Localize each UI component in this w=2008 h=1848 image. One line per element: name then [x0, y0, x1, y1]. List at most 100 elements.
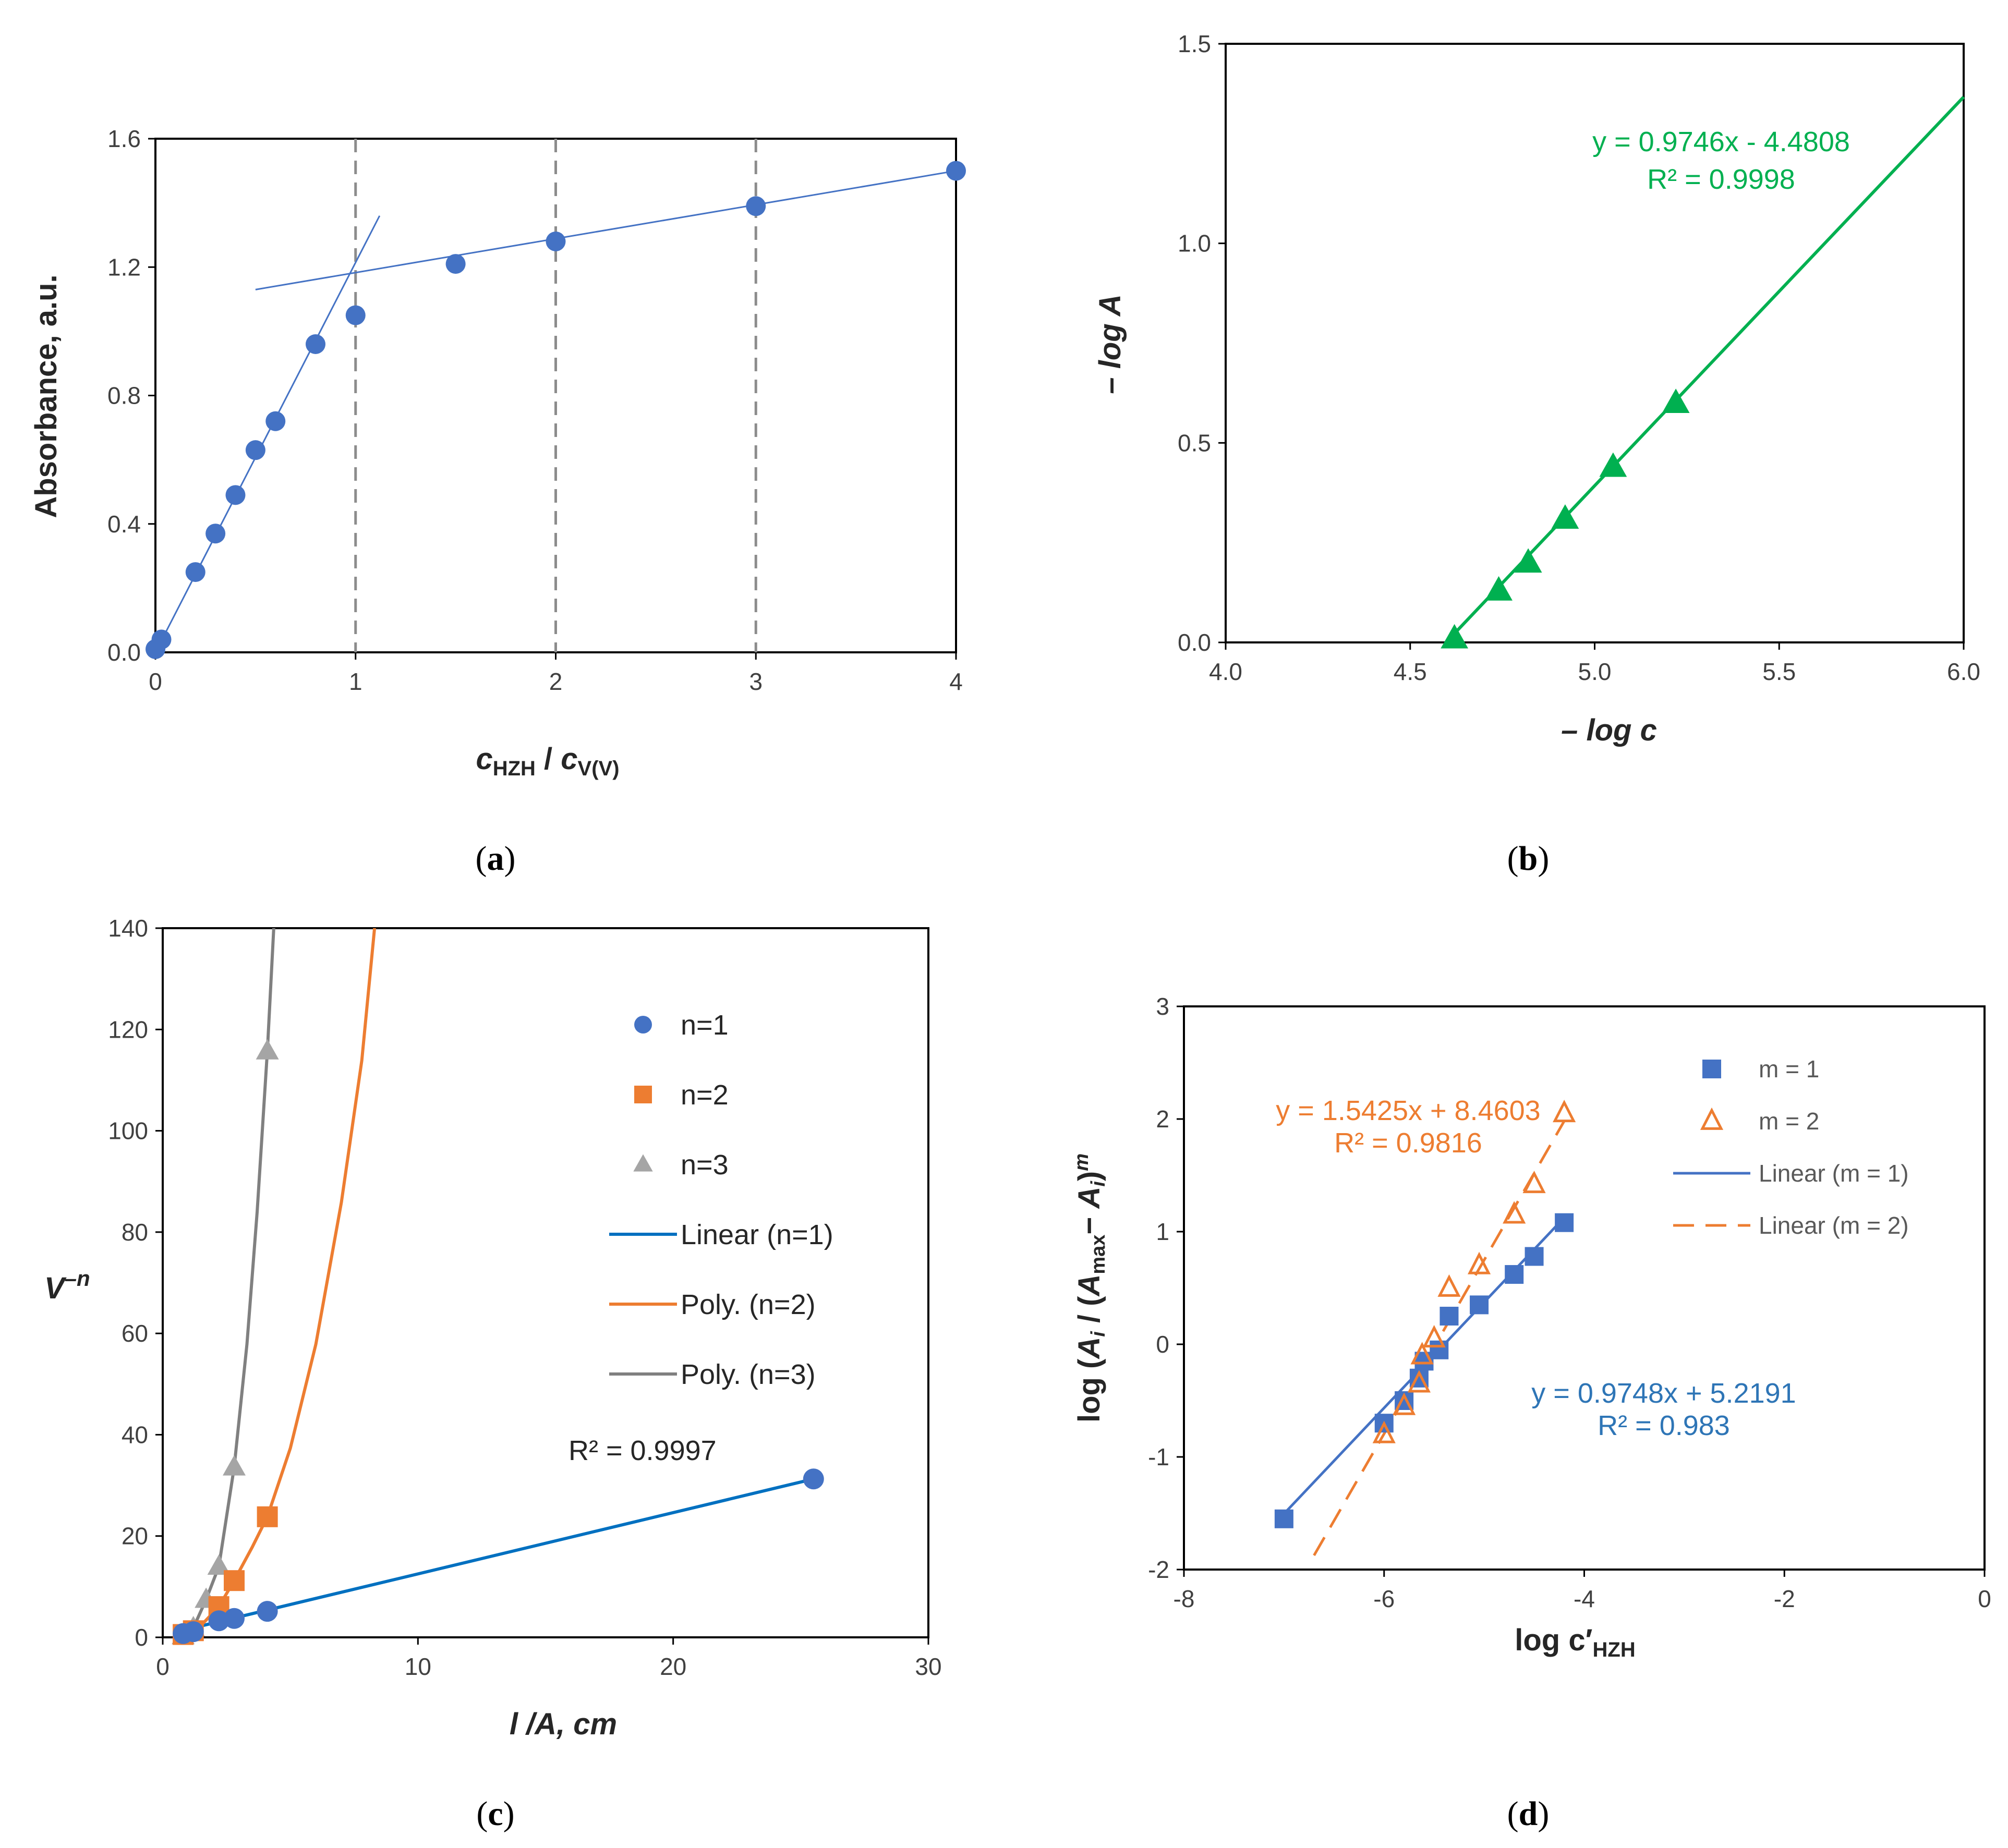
data-point — [257, 1601, 278, 1622]
data-point — [225, 485, 246, 505]
x-tick-label: 1 — [349, 668, 362, 695]
fit-equation-b: y = 0.9746x - 4.4808 — [1592, 126, 1850, 157]
y-tick-label: 0 — [135, 1624, 148, 1651]
panel-label-c: (c) — [476, 1795, 514, 1833]
y-tick-label: 120 — [108, 1016, 148, 1043]
legend-label: Poly. (n=2) — [681, 1289, 816, 1320]
y-tick-label: 0.0 — [1178, 629, 1211, 656]
data-point — [1505, 1265, 1524, 1284]
fit-line — [255, 170, 957, 290]
y-axis-title-b: – log A — [1093, 294, 1127, 394]
fit-r2-b: R² = 0.9998 — [1647, 164, 1795, 195]
data-point — [1430, 1340, 1449, 1359]
legend-marker-swatch — [633, 1154, 653, 1172]
y-tick-label: 0.8 — [107, 382, 141, 409]
panel-label-a: (a) — [476, 840, 516, 878]
fit-equation-d-m2: y = 1.5425x + 8.4603 — [1276, 1095, 1540, 1126]
legend-label: Poly. (n=3) — [681, 1359, 816, 1390]
y-tick-label: 60 — [122, 1320, 148, 1347]
x-tick-label: 0 — [156, 1653, 170, 1680]
data-point — [265, 411, 286, 431]
panel-b: 0.0 0.5 1.0 1.5 4.0 4.5 5.0 5.5 6.0 – log A – l… — [1093, 30, 1980, 878]
y-tick-label: 100 — [108, 1117, 148, 1145]
data-point — [224, 1608, 245, 1629]
x-tick-label: 30 — [915, 1653, 941, 1680]
x-tick-label: 6.0 — [1947, 658, 1980, 685]
data-point — [1372, 1420, 1396, 1443]
data-point — [1274, 1509, 1293, 1528]
y-tick-label: 1 — [1156, 1218, 1169, 1245]
panel-a: 0.0 0.4 0.8 1.2 1.6 0 1 2 3 4 Absorbance, a.u. c… — [29, 125, 966, 878]
y-tick-label: 0.5 — [1178, 429, 1211, 456]
y-tick-label: 1.5 — [1178, 30, 1211, 57]
legend-label: Linear (n=1) — [681, 1219, 833, 1250]
legend-marker-swatch — [634, 1016, 652, 1034]
data-point — [1522, 1171, 1546, 1194]
y-tick-label: 3 — [1156, 993, 1169, 1020]
legend-entry: Linear (m = 1) — [1673, 1160, 1909, 1187]
data-point — [1440, 1307, 1459, 1326]
data-point — [185, 562, 205, 582]
x-axis-title-a: cHZH / cV(V) — [476, 742, 619, 780]
plot-area-c — [162, 927, 929, 1638]
legend-entry: n=2 — [634, 1079, 729, 1111]
y-tick-label: 0 — [1156, 1331, 1169, 1358]
data-point — [257, 1506, 278, 1527]
legend-marker-swatch — [1702, 1060, 1721, 1078]
y-tick-label: -2 — [1148, 1556, 1169, 1583]
x-axis-title-b: – log c — [1561, 713, 1657, 747]
x-tick-label: 2 — [549, 668, 563, 695]
data-point — [256, 1039, 279, 1060]
data-point — [1437, 1274, 1461, 1297]
legend-marker-swatch — [634, 1086, 652, 1103]
y-tick-label: 0.4 — [107, 510, 141, 538]
data-point — [183, 1621, 204, 1643]
legend-label: Linear (m = 2) — [1759, 1212, 1909, 1239]
data-point — [306, 334, 325, 354]
panel-c: 0 20 40 60 80 100 120 140 0 10 20 30 n=1 n=2 n=3 Line… — [44, 915, 942, 1833]
legend-entry: Poly. (n=2) — [609, 1289, 816, 1320]
legend-label: n=3 — [681, 1149, 729, 1181]
data-point — [1525, 1247, 1544, 1266]
data-point — [1551, 504, 1579, 529]
x-tick-label: 0 — [149, 668, 162, 695]
legend-entry: Linear (m = 2) — [1673, 1212, 1909, 1239]
y-axis-title-a: Absorbance, a.u. — [29, 274, 63, 518]
y-tick-label: 2 — [1156, 1105, 1169, 1133]
data-point — [205, 524, 226, 544]
y-tick-label: 40 — [122, 1421, 148, 1448]
data-point — [207, 1554, 231, 1575]
legend-entry: m = 2 — [1700, 1107, 1819, 1135]
x-axis-title-c: l /A, cm — [510, 1707, 617, 1741]
data-point — [1553, 1100, 1576, 1123]
data-point — [1407, 1370, 1431, 1393]
y-tick-label: 1.0 — [1178, 230, 1211, 257]
legend-entry: Poly. (n=3) — [609, 1359, 816, 1390]
y-tick-label: 0.0 — [107, 639, 141, 666]
data-point — [1503, 1201, 1526, 1224]
data-point — [224, 1570, 245, 1591]
data-point — [1662, 388, 1690, 413]
data-point — [1410, 1342, 1434, 1365]
data-point — [245, 440, 265, 460]
data-point — [803, 1468, 824, 1490]
y-tick-label: 140 — [108, 915, 148, 942]
legend-entry: Linear (n=1) — [609, 1219, 833, 1250]
legend-label: Linear (m = 1) — [1759, 1160, 1909, 1187]
data-point — [1599, 452, 1627, 477]
fit-r2-d-m1: R² = 0.983 — [1598, 1410, 1730, 1441]
x-tick-label: -6 — [1373, 1585, 1395, 1612]
fit-line — [1313, 1120, 1566, 1557]
data-point — [1422, 1325, 1446, 1348]
x-tick-label: 3 — [749, 668, 763, 695]
x-tick-label: 20 — [660, 1653, 686, 1680]
y-tick-label: 1.6 — [107, 125, 141, 152]
data-point — [223, 1455, 246, 1476]
y-tick-label: 20 — [122, 1523, 148, 1550]
legend-label: m = 2 — [1759, 1108, 1819, 1135]
x-tick-label: 4 — [949, 668, 963, 695]
x-axis-title-d: log c′HZH — [1515, 1623, 1635, 1661]
data-point — [1470, 1295, 1489, 1315]
data-point — [445, 254, 466, 274]
data-point — [151, 629, 172, 650]
